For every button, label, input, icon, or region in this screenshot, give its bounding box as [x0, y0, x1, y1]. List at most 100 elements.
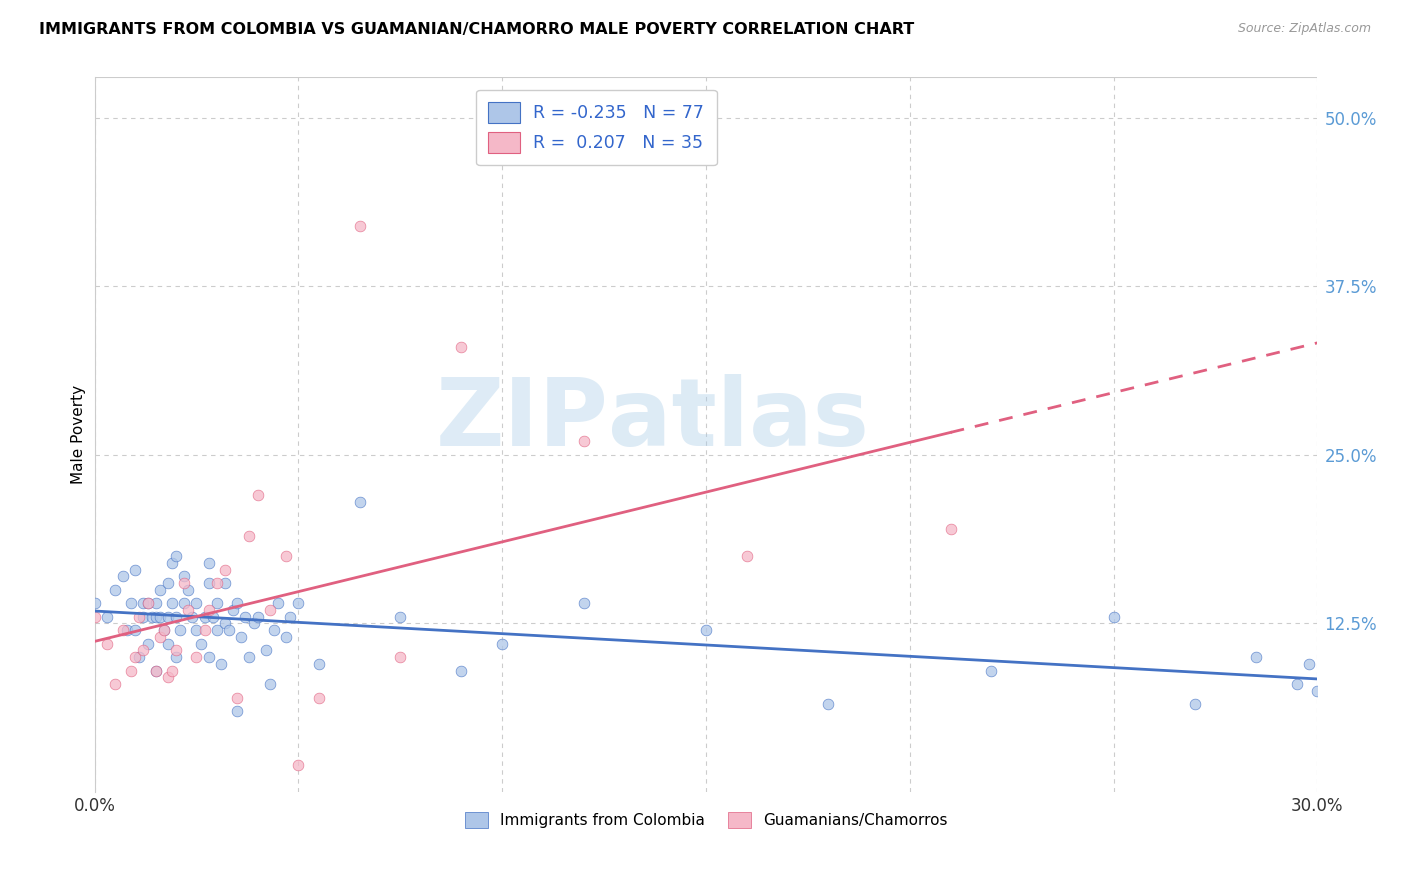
Point [205, 576, 228, 591]
Point [1102, 609, 1125, 624]
Point [242, 616, 264, 631]
Point [939, 522, 962, 536]
Point [349, 495, 371, 509]
Point [186, 623, 208, 637]
Point [132, 596, 155, 610]
Point [194, 609, 217, 624]
Point [128, 609, 150, 624]
Point [124, 623, 146, 637]
Point [287, 596, 309, 610]
Point [817, 698, 839, 712]
Point [214, 562, 236, 576]
Legend: Immigrants from Colombia, Guamanians/Chamorros: Immigrants from Colombia, Guamanians/Cha… [458, 806, 953, 834]
Point [83, 596, 105, 610]
Point [259, 603, 281, 617]
Point [115, 623, 138, 637]
Point [186, 596, 208, 610]
Point [205, 623, 228, 637]
Text: atlas: atlas [609, 375, 869, 467]
Point [165, 609, 187, 624]
Text: IMMIGRANTS FROM COLOMBIA VS GUAMANIAN/CHAMORRO MALE POVERTY CORRELATION CHART: IMMIGRANTS FROM COLOMBIA VS GUAMANIAN/CH… [39, 22, 915, 37]
Point [491, 637, 513, 651]
Point [132, 609, 155, 624]
Point [308, 690, 330, 705]
Point [173, 569, 195, 583]
Point [128, 650, 150, 665]
Point [389, 650, 412, 665]
Point [1184, 698, 1206, 712]
Point [263, 623, 285, 637]
Point [278, 609, 301, 624]
Point [695, 623, 717, 637]
Point [156, 637, 179, 651]
Point [153, 623, 176, 637]
Point [308, 657, 330, 671]
Point [276, 549, 298, 563]
Point [226, 690, 249, 705]
Point [238, 650, 260, 665]
Point [160, 664, 183, 678]
Point [156, 609, 179, 624]
Point [156, 576, 179, 591]
Point [104, 677, 127, 691]
Y-axis label: Male Poverty: Male Poverty [72, 385, 86, 484]
Point [1285, 677, 1308, 691]
Point [389, 609, 412, 624]
Point [186, 650, 208, 665]
Point [120, 596, 142, 610]
Point [254, 643, 277, 657]
Point [235, 609, 257, 624]
Point [209, 657, 232, 671]
Text: ZIP: ZIP [436, 375, 609, 467]
Point [194, 623, 217, 637]
Point [197, 556, 219, 570]
Point [132, 643, 155, 657]
Point [136, 596, 159, 610]
Point [238, 529, 260, 543]
Point [160, 596, 183, 610]
Point [83, 609, 105, 624]
Point [177, 582, 200, 597]
Point [141, 609, 163, 624]
Point [197, 603, 219, 617]
Point [226, 704, 249, 718]
Point [96, 637, 118, 651]
Point [197, 650, 219, 665]
Point [246, 488, 269, 502]
Point [214, 576, 236, 591]
Point [222, 603, 245, 617]
Point [287, 758, 309, 772]
Point [173, 596, 195, 610]
Point [120, 664, 142, 678]
Point [205, 596, 228, 610]
Point [572, 596, 595, 610]
Point [181, 609, 204, 624]
Point [104, 582, 127, 597]
Point [276, 630, 298, 644]
Point [136, 596, 159, 610]
Point [124, 562, 146, 576]
Point [149, 582, 172, 597]
Point [173, 576, 195, 591]
Point [177, 603, 200, 617]
Point [124, 650, 146, 665]
Point [226, 596, 249, 610]
Point [165, 650, 187, 665]
Point [259, 677, 281, 691]
Point [214, 616, 236, 631]
Point [169, 623, 191, 637]
Point [112, 569, 135, 583]
Point [136, 637, 159, 651]
Point [267, 596, 290, 610]
Point [1306, 683, 1329, 698]
Point [165, 549, 187, 563]
Point [165, 643, 187, 657]
Point [246, 609, 269, 624]
Point [572, 434, 595, 449]
Point [201, 609, 224, 624]
Point [1298, 657, 1320, 671]
Point [231, 630, 253, 644]
Point [980, 664, 1002, 678]
Point [197, 576, 219, 591]
Point [450, 340, 472, 354]
